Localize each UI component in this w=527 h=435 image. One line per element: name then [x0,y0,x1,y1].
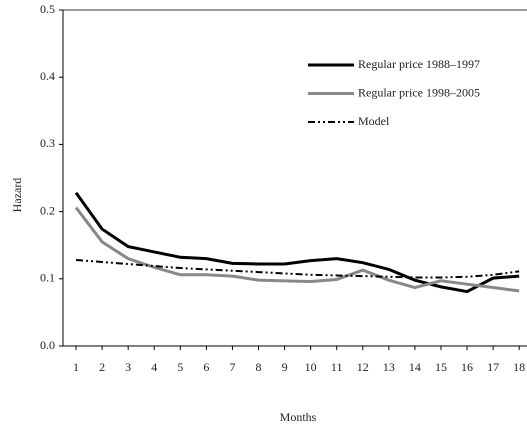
x-tick-label: 14 [409,360,421,374]
x-tick-label: 15 [435,360,447,374]
x-tick-label: 1 [73,360,79,374]
x-axis-label: Months [280,410,317,424]
x-tick-label: 18 [513,360,525,374]
y-axis-label: Hazard [10,178,24,213]
x-tick-label: 4 [151,360,157,374]
x-tick-label: 10 [305,360,317,374]
x-tick-label: 2 [99,360,105,374]
series-line [74,191,520,294]
x-tick-label: 16 [461,360,473,374]
x-tick-label: 6 [203,360,209,374]
y-tick-label: 0.4 [40,69,55,83]
x-tick-label: 7 [229,360,235,374]
x-tick-label: 11 [331,360,343,374]
series-line [75,258,520,279]
x-tick-label: 5 [177,360,183,374]
legend-label: Regular price 1998–2005 [358,85,480,99]
y-tick-label: 0.0 [40,338,55,352]
x-tick-label: 8 [256,360,262,374]
series-line [74,206,520,293]
legend-label: Model [358,114,390,128]
x-tick-label: 17 [487,360,499,374]
y-tick-label: 0.5 [40,2,55,16]
x-tick-label: 3 [125,360,131,374]
legend-label: Regular price 1988–1997 [358,57,480,71]
y-tick-label: 0.1 [40,271,55,285]
y-tick-label: 0.3 [40,136,55,150]
x-tick-label: 13 [383,360,395,374]
x-tick-label: 9 [282,360,288,374]
y-tick-label: 0.2 [40,203,55,217]
x-tick-label: 12 [357,360,369,374]
